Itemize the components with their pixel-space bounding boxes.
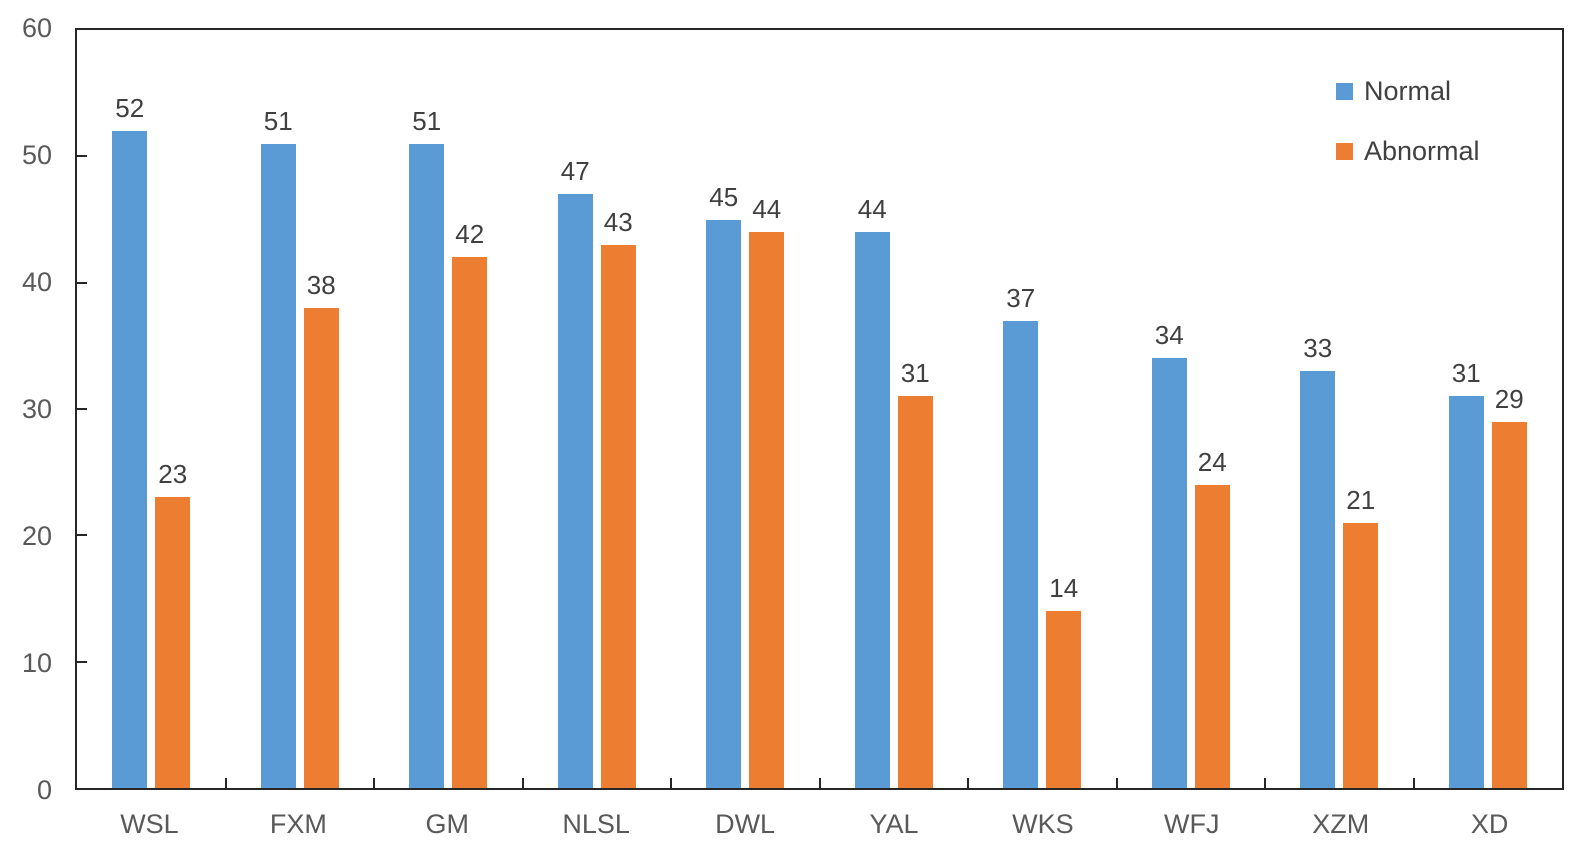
- abnormal-bar: 43: [600, 209, 636, 788]
- y-axis-tick-mark: [77, 281, 87, 284]
- bars-layer: 52 23 51 38 51 42 47 43 45 44 44 31 37 14 34 24 33 21 31 29: [77, 30, 1562, 788]
- y-axis-tick-label: 0: [36, 775, 52, 805]
- bar-group-wfj: 34 24: [1117, 30, 1266, 788]
- normal-bar: 51: [409, 108, 445, 788]
- legend-label: Normal: [1364, 75, 1452, 106]
- x-axis-tick-mark: [670, 778, 672, 788]
- y-axis-tick-mark: [77, 534, 87, 537]
- legend-swatch-icon: [1336, 142, 1353, 160]
- y-axis-tick-label: 20: [21, 521, 52, 551]
- x-axis-category-label: YAL: [869, 809, 919, 839]
- y-axis-tick-mark: [77, 408, 87, 410]
- y-axis-tick-mark: [77, 660, 87, 663]
- bar-group-wks: 37 14: [968, 30, 1117, 788]
- data-label: 45: [709, 181, 739, 212]
- data-label: 31: [1451, 358, 1481, 389]
- x-axis-category-label: GM: [425, 809, 470, 839]
- normal-bar: 45: [706, 184, 742, 788]
- y-axis-tick-label: 50: [21, 140, 52, 170]
- x-axis-category-label: XZM: [1312, 809, 1370, 839]
- legend-label: Abnormal: [1364, 135, 1480, 166]
- legend-item-abnormal: Abnormal: [1336, 135, 1480, 166]
- x-axis-tick-mark: [1115, 778, 1118, 788]
- legend: Normal Abnormal: [1336, 75, 1480, 166]
- data-label: 44: [752, 194, 782, 225]
- x-axis-tick-mark: [967, 778, 969, 788]
- data-label: 31: [900, 358, 930, 389]
- data-label: 51: [263, 105, 293, 136]
- data-label: 37: [1006, 282, 1036, 313]
- bar-group-dwl: 45 44: [671, 30, 820, 788]
- abnormal-bar: 44: [749, 196, 785, 788]
- x-axis-tick-mark: [1412, 778, 1415, 788]
- data-label: 23: [158, 459, 188, 490]
- x-axis-category-label: FXM: [269, 809, 327, 839]
- bar-group-gm: 51 42: [374, 30, 523, 788]
- normal-bar: 33: [1300, 335, 1336, 788]
- abnormal-bar: 42: [452, 221, 488, 788]
- normal-bar: 34: [1151, 322, 1187, 788]
- bar-group-nlsl: 47 43: [523, 30, 672, 788]
- data-label: 47: [560, 156, 590, 187]
- data-label: 44: [857, 194, 887, 225]
- x-axis-category-label: DWL: [715, 809, 776, 839]
- abnormal-bar: 14: [1046, 575, 1082, 788]
- y-axis-tick-label: 10: [21, 648, 52, 678]
- x-axis-category-label: NLSL: [562, 809, 630, 839]
- data-label: 29: [1494, 383, 1524, 414]
- data-label: 24: [1197, 446, 1227, 477]
- y-axis-tick-label: 40: [21, 267, 52, 297]
- x-axis: WSL FXM GM NLSL DWL YAL WKS WFJ XZM XD: [75, 804, 1564, 844]
- normal-bar: 37: [1003, 285, 1039, 788]
- abnormal-bar: 21: [1343, 487, 1379, 788]
- y-axis-tick-mark: [77, 155, 87, 158]
- abnormal-bar: 24: [1194, 449, 1230, 788]
- normal-bar: 47: [557, 158, 593, 788]
- bar-group-xzm: 33 21: [1265, 30, 1414, 788]
- plot-area: 52 23 51 38 51 42 47 43 45 44 44 31 37 14 34 24 33 21 31 29: [75, 28, 1564, 790]
- abnormal-bar: 23: [155, 461, 191, 788]
- data-label: 42: [455, 219, 485, 250]
- bar-group-xd: 31 29: [1414, 30, 1563, 788]
- normal-bar: 44: [854, 196, 890, 788]
- x-axis-category-label: XD: [1470, 809, 1509, 839]
- bar-group-wsl: 52 23: [77, 30, 226, 788]
- y-axis-tick-label: 60: [21, 13, 52, 43]
- normal-bar: 31: [1448, 360, 1484, 788]
- data-label: 34: [1154, 320, 1184, 351]
- abnormal-bar: 29: [1491, 386, 1527, 788]
- data-label: 14: [1049, 573, 1079, 604]
- bar-group-yal: 44 31: [820, 30, 969, 788]
- x-axis-category-label: WSL: [120, 809, 179, 839]
- x-axis-category-label: WFJ: [1164, 809, 1220, 839]
- x-axis-tick-mark: [224, 778, 227, 788]
- legend-item-normal: Normal: [1336, 75, 1480, 106]
- x-axis-tick-mark: [373, 778, 375, 788]
- y-axis: 0 10 20 30 40 50 60: [0, 0, 52, 859]
- data-label: 21: [1346, 484, 1376, 515]
- data-label: 33: [1303, 333, 1333, 364]
- abnormal-bar: 31: [897, 360, 933, 788]
- bar-group-fxm: 51 38: [226, 30, 375, 788]
- normal-bar: 52: [112, 95, 148, 788]
- data-label: 51: [412, 105, 442, 136]
- x-axis-tick-mark: [521, 778, 524, 788]
- abnormal-bar: 38: [303, 272, 339, 788]
- data-label: 43: [603, 206, 633, 237]
- legend-swatch-icon: [1336, 82, 1353, 100]
- x-axis-category-label: WKS: [1012, 809, 1074, 839]
- data-label: 38: [306, 269, 336, 300]
- y-axis-tick-label: 30: [21, 394, 52, 424]
- data-label: 52: [115, 93, 145, 124]
- normal-bar: 51: [260, 108, 296, 788]
- x-axis-tick-mark: [818, 778, 821, 788]
- x-axis-tick-mark: [1264, 778, 1266, 788]
